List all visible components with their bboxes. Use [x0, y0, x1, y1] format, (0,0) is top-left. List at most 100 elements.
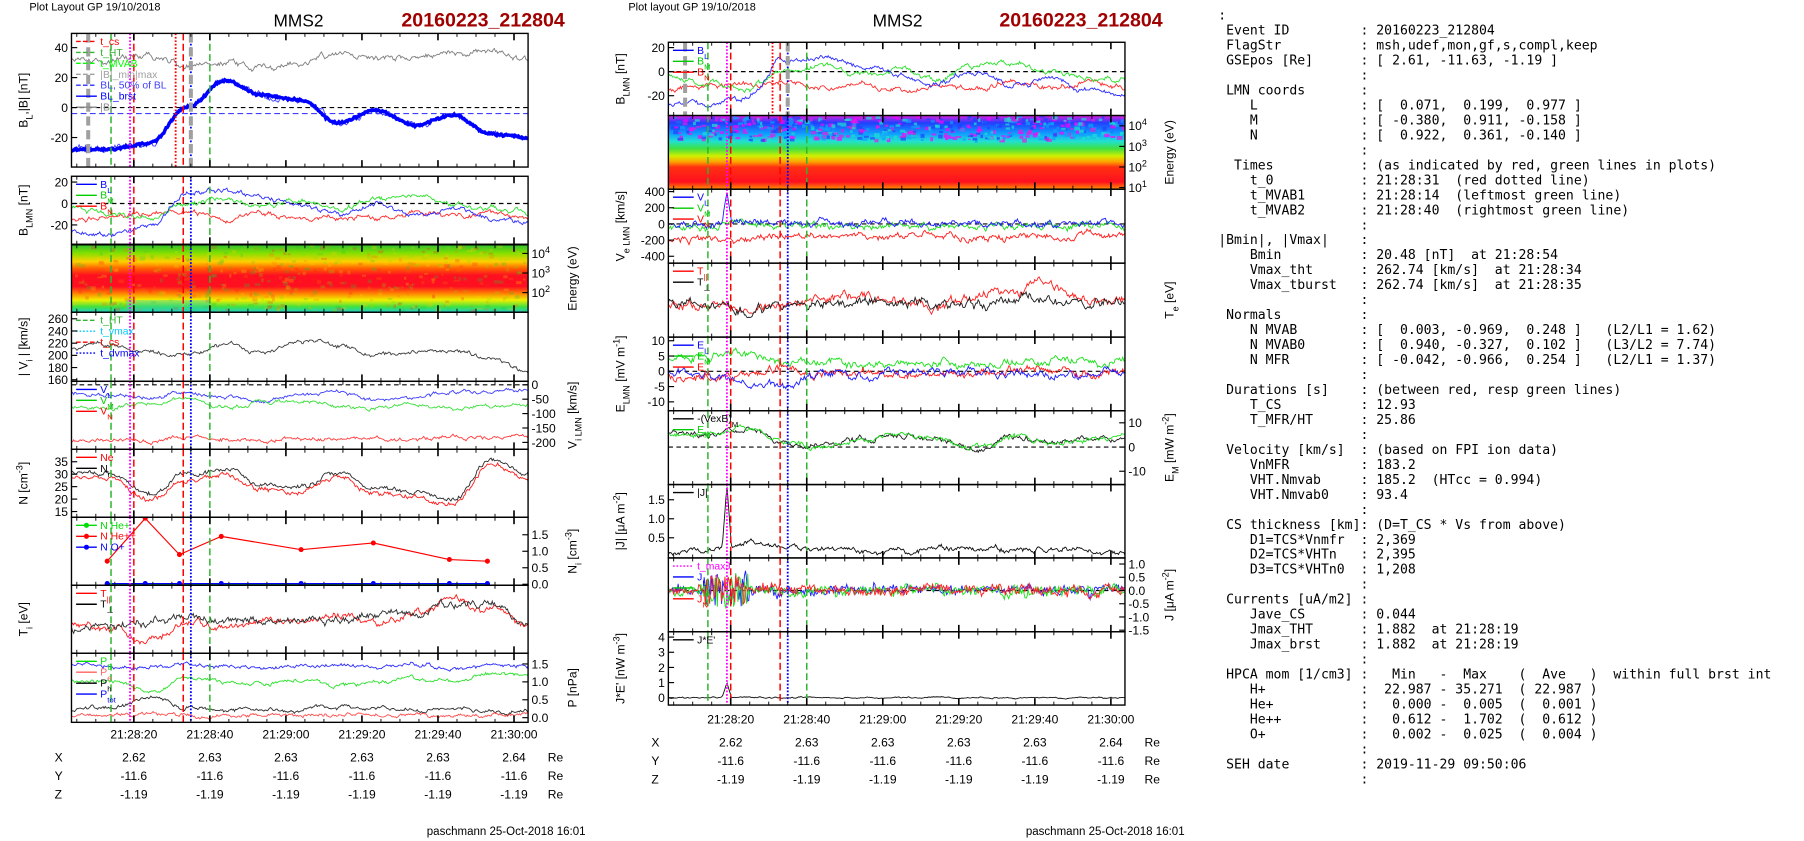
spectrogram-pixel	[191, 285, 196, 289]
spectrogram-pixel	[206, 253, 211, 257]
series-line--b-	[71, 47, 529, 73]
spectrogram-pixel	[1034, 118, 1038, 122]
spectrogram-pixel	[101, 274, 107, 278]
spectrogram-pixel	[150, 255, 154, 260]
series-line--j-	[668, 487, 1125, 556]
position-value: -1.19	[196, 787, 224, 801]
panel-frame	[70, 32, 529, 168]
info-row: :	[1218, 368, 1376, 383]
panel-plot-area	[71, 653, 529, 723]
y-axis-label: ELMN [mV m-1]	[612, 335, 632, 412]
spectrogram-pixel	[453, 290, 458, 293]
spectrogram-pixel	[1033, 125, 1036, 129]
info-row: H+ : 22.987 - 35.271 ( 22.987 )	[1218, 683, 1597, 698]
spectrogram-pixel	[153, 269, 157, 272]
spectrogram-pixel	[503, 275, 509, 279]
spectrogram-pixel	[504, 296, 509, 300]
y-tick-label: -10	[1128, 465, 1146, 479]
spectrogram-pixel	[1015, 116, 1019, 121]
spectrogram-pixel	[694, 119, 700, 122]
spectrogram-pixel	[788, 117, 794, 121]
spectrogram-pixel	[707, 130, 713, 133]
series-line-v-m-	[668, 218, 1125, 233]
series-line-j-e-	[668, 681, 1125, 700]
data-point	[142, 581, 148, 586]
spectrogram-pixel	[164, 256, 170, 259]
spectrogram-pixel	[810, 131, 817, 135]
spectrogram-pixel	[211, 245, 217, 249]
y-tick-label: 220	[48, 337, 68, 351]
spectrogram-pixel	[453, 280, 460, 282]
position-row-label: Z	[55, 787, 62, 801]
data-point	[370, 540, 376, 546]
y-tick-label: 260	[48, 312, 68, 326]
spectrogram-pixel	[984, 132, 988, 136]
spectrogram-pixel	[177, 280, 182, 285]
legend-marker	[83, 522, 89, 528]
spectrogram-pixel	[401, 255, 408, 258]
spectrogram-pixel	[501, 276, 505, 279]
spectrogram-pixel	[1078, 122, 1083, 126]
spectrogram-pixel	[838, 134, 844, 138]
series-line-e-n-	[668, 361, 1125, 383]
spectrogram-pixel	[186, 290, 189, 294]
spectrogram-pixel	[892, 130, 896, 133]
spectrogram-pixel	[205, 290, 209, 294]
spectrogram-pixel	[973, 134, 978, 137]
spectrogram-pixel	[176, 294, 181, 297]
spectrogram-pixel	[1005, 123, 1010, 127]
spectrogram-pixel	[75, 262, 82, 267]
spectrogram-pixel	[446, 246, 451, 250]
spectrogram-pixel	[1081, 137, 1086, 140]
data-point	[218, 533, 224, 539]
spectrogram-pixel	[335, 305, 341, 309]
spectrogram-pixel	[273, 267, 277, 271]
spectrogram-pixel	[378, 254, 382, 258]
spectrogram-pixel	[818, 128, 823, 132]
series-line-v-n-	[668, 228, 1125, 246]
data-point	[446, 556, 452, 563]
spectrogram-pixel	[431, 279, 435, 284]
spectrogram-pixel	[445, 300, 449, 304]
spectrogram-pixel	[851, 134, 855, 138]
spectrogram-pixel	[277, 308, 280, 312]
series-line-e-m-	[668, 424, 1125, 452]
spectrogram-pixel	[173, 307, 179, 310]
spectrogram-pixel	[847, 125, 851, 129]
spectrogram-pixel	[276, 264, 281, 269]
spectrogram-pixel	[181, 303, 185, 307]
position-value: 2.63	[1023, 736, 1047, 750]
spectrogram-pixel	[229, 273, 232, 278]
spectrogram-pixel	[852, 120, 858, 124]
panel-plot-area	[71, 244, 529, 313]
spectrogram-pixel	[439, 265, 445, 268]
spectrogram-pixel	[993, 130, 996, 134]
spectrogram-pixel	[391, 248, 395, 251]
info-row: T_MFR/HT : 25.86	[1218, 413, 1416, 428]
spectrogram-pixel	[305, 267, 311, 271]
y-tick-label: -1.0	[1128, 610, 1149, 624]
spectrogram-pixel	[404, 294, 409, 297]
spectrogram-pixel	[489, 255, 494, 259]
spectrogram-pixel	[442, 281, 448, 285]
spectrogram-pixel	[1012, 119, 1018, 124]
spectrogram-pixel	[863, 135, 869, 138]
spectrogram-pixel	[939, 131, 944, 134]
series-line-j-n-	[668, 574, 1125, 605]
spectrogram-pixel	[485, 308, 489, 311]
spectrogram-pixel	[398, 302, 403, 305]
spectrogram-pixel	[449, 271, 453, 274]
spectrogram-pixel	[866, 116, 872, 120]
spectrogram-pixel	[1052, 115, 1058, 120]
spectrogram-pixel	[832, 129, 835, 132]
spectrogram-pixel	[896, 117, 900, 120]
event-info-panel: Event ID : 20160223_212804 FlagStr : msh…	[1218, 24, 1771, 788]
panel-plot-area	[668, 42, 1125, 116]
spectrogram-pixel	[308, 307, 312, 310]
spectrogram-pixel	[235, 289, 239, 293]
x-tick-label: 21:29:40	[1011, 712, 1058, 726]
spectrogram-pixel	[1052, 133, 1057, 137]
spectrogram-pixel	[670, 126, 676, 130]
spectrogram-pixel	[891, 126, 894, 131]
spectrogram-pixel	[852, 118, 857, 122]
